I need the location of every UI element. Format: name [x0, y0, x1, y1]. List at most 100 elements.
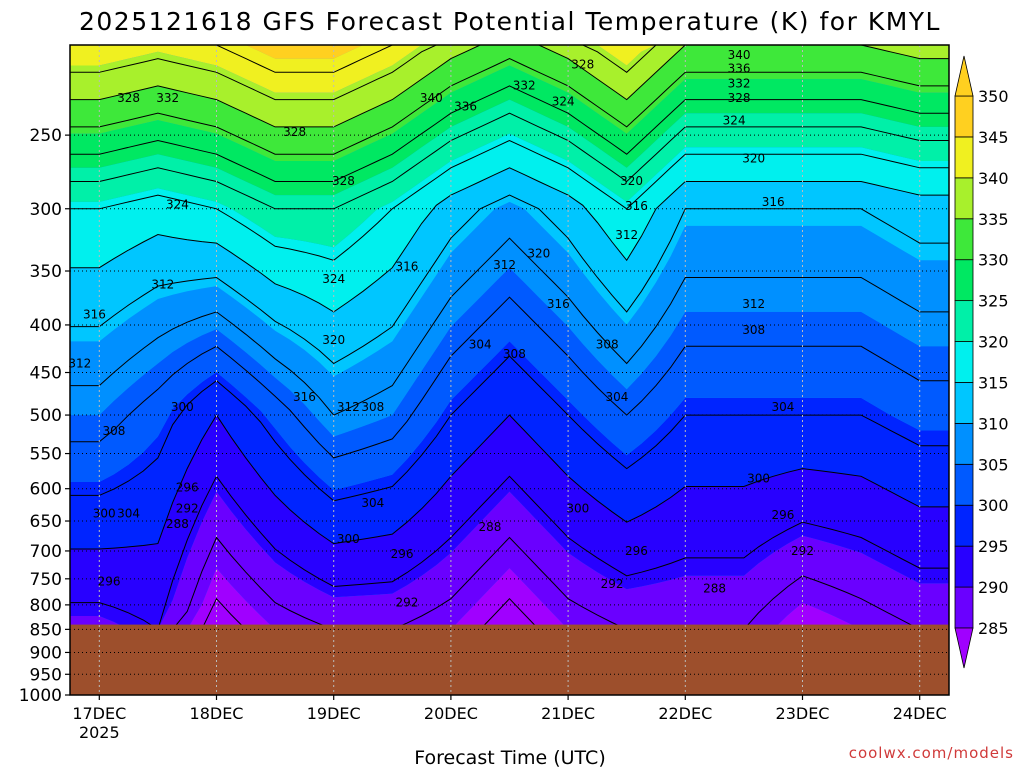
contour-label: 340 [420, 91, 443, 105]
contour-label: 300 [93, 506, 116, 520]
contour-label: 308 [596, 338, 619, 352]
y-tick-label: 650 [30, 512, 62, 532]
contour-label: 328 [571, 58, 594, 72]
contour-line-324 [70, 139, 949, 261]
contour-label: 324 [166, 198, 189, 212]
theta-band-top [70, 45, 949, 59]
y-tick-label: 1000 [19, 686, 62, 706]
contour-label: 312 [493, 258, 516, 272]
x-tick-label: 22DEC [658, 704, 712, 723]
contour-label: 304 [361, 496, 384, 510]
y-tick-label: 700 [30, 542, 62, 562]
contour-label: 320 [742, 152, 765, 166]
contour-label: 304 [772, 400, 795, 414]
contour-label: 328 [332, 174, 355, 188]
contour-label: 316 [625, 199, 648, 213]
colorbar-label: 320 [978, 333, 1009, 352]
theta-band [70, 167, 949, 377]
colorbar-swatch [954, 177, 974, 220]
contour-label: 320 [322, 333, 345, 347]
y-tick-label: 550 [30, 445, 62, 465]
contour-label: 304 [605, 390, 628, 404]
contour-label: 296 [625, 544, 648, 558]
contour-label: 324 [723, 113, 746, 127]
theta-band [70, 201, 949, 437]
contour-label: 300 [171, 400, 194, 414]
theta-band [70, 267, 949, 491]
contour-label: 316 [547, 297, 570, 311]
contour-label: 296 [772, 508, 795, 522]
theta-band [70, 45, 949, 161]
colorbar-swatch [954, 545, 974, 588]
colorbar-swatch [954, 422, 974, 465]
contour-label: 292 [601, 577, 624, 591]
contour-label: 312 [742, 297, 765, 311]
theta-band [70, 341, 949, 549]
contour-label: 308 [503, 347, 526, 361]
contour-label: 292 [176, 501, 199, 515]
x-tick-label: 20DEC [424, 704, 478, 723]
colorbar-swatch [954, 136, 974, 179]
y-tick-label: 350 [30, 262, 62, 282]
contour-label: 300 [747, 471, 770, 485]
contour-line-340 [70, 45, 949, 128]
colorbar-label: 330 [978, 251, 1009, 270]
colorbar-label: 285 [978, 619, 1009, 638]
contour-label: 300 [566, 501, 589, 515]
colorbar-label: 345 [978, 128, 1009, 147]
y-tick-label: 500 [30, 406, 62, 426]
y-tick-label: 800 [30, 596, 62, 616]
contour-label: 324 [552, 94, 575, 108]
contour-label: 320 [527, 246, 550, 260]
x-axis-label: Forecast Time (UTC) [414, 747, 605, 768]
contour-label: 340 [728, 48, 751, 62]
contour-label: 328 [117, 91, 140, 105]
x-tick-label: 18DEC [190, 704, 244, 723]
contour-label: 308 [102, 424, 125, 438]
colorbar-label: 305 [978, 455, 1009, 474]
contour-label: 328 [728, 91, 751, 105]
contour-label: 316 [395, 259, 418, 273]
contour-label: 288 [479, 520, 502, 534]
theta-band [70, 45, 949, 127]
colorbar-extend-high [954, 55, 974, 97]
contour-label: 288 [703, 581, 726, 595]
contour-label: 320 [620, 174, 643, 188]
colorbar-label: 300 [978, 496, 1009, 515]
colorbar-label: 315 [978, 373, 1009, 392]
x-tick-label: 24DEC [893, 704, 947, 723]
contour-label: 296 [98, 574, 121, 588]
contour-label: 316 [293, 390, 316, 404]
credit-text: coolwx.com/models [849, 744, 1014, 762]
contour-label: 308 [742, 323, 765, 337]
theta-band [70, 133, 949, 312]
colorbar-swatch [954, 504, 974, 547]
y-axis-ticks: 250 300 350 400 450 500 550 600 650 700 750 800 850 9… [19, 126, 70, 706]
y-tick-label: 300 [30, 200, 62, 220]
chart-title: 2025121618 GFS Forecast Potential Temper… [79, 7, 941, 36]
colorbar-swatch [954, 218, 974, 261]
colorbar-extend-low [954, 627, 974, 669]
colorbar-swatch [954, 300, 974, 342]
y-tick-label: 400 [30, 316, 62, 336]
contour-label: 316 [762, 195, 785, 209]
contour-line-332 [70, 85, 949, 182]
contour-label: 296 [176, 480, 199, 494]
contour-label: 300 [337, 532, 360, 546]
y-tick-label: 250 [30, 126, 62, 146]
theta-band [70, 65, 949, 196]
colorbar-label: 340 [978, 169, 1009, 188]
contour-label: 324 [322, 272, 345, 286]
theta-band [70, 45, 949, 93]
colorbar-label: 295 [978, 537, 1009, 556]
colorbar-swatch [954, 463, 974, 506]
contour-label: 296 [391, 547, 414, 561]
theta-bands [70, 45, 949, 630]
contour-label: 328 [283, 125, 306, 139]
theta-band [70, 99, 949, 248]
below-ground-area [70, 624, 949, 695]
colorbar-label: 290 [978, 578, 1009, 597]
contour-label: 308 [361, 400, 384, 414]
contour-line-344 [70, 45, 949, 101]
